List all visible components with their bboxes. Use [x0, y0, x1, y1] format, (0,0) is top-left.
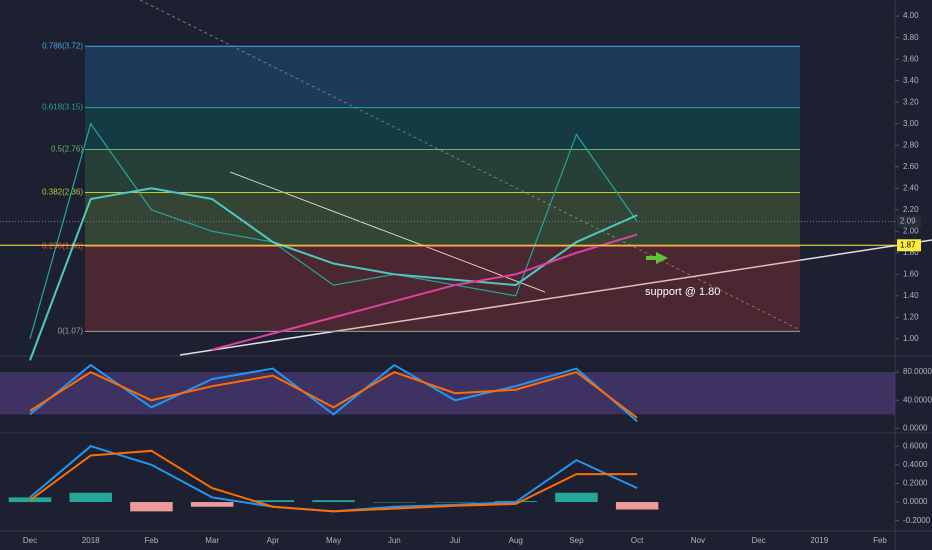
x-tick-label: May: [326, 536, 341, 545]
fib-band: [85, 192, 800, 247]
x-tick-label: Sep: [569, 536, 584, 545]
series-line: [29, 187, 638, 361]
histogram-bar: [190, 502, 234, 507]
x-tick-label: Aug: [509, 536, 523, 545]
fib-label: 0.382(2.36): [42, 188, 83, 197]
x-tick-label: 2018: [82, 536, 100, 545]
price-label-box: [897, 239, 921, 252]
y-tick-label: 2.40: [903, 183, 919, 192]
fib-band: [85, 46, 800, 108]
series-line: [29, 449, 638, 513]
y-tick-label: 2.60: [903, 162, 919, 171]
fib-label: 0.618(3.15): [42, 103, 83, 112]
fib-label: 0.236(1.86): [42, 241, 83, 250]
y-tick-label: 3.40: [903, 76, 919, 85]
fib-label: 0.786(3.72): [42, 41, 83, 50]
y-tick-label: 3.00: [903, 119, 919, 128]
y-tick-label: 3.60: [903, 54, 919, 63]
histogram-bar: [433, 502, 477, 503]
y-tick-label: 2.80: [903, 140, 919, 149]
y-tick-label: 1.60: [903, 269, 919, 278]
y-tick-label: 1.00: [903, 334, 919, 343]
y-tick-label: 0.0000: [903, 424, 928, 433]
x-tick-label: Mar: [205, 536, 219, 545]
price-label: 2.09: [900, 217, 916, 226]
trend-line: [139, 0, 801, 331]
x-tick-label: Feb: [873, 536, 887, 545]
y-tick-label: 1.20: [903, 312, 919, 321]
x-tick-label: Nov: [691, 536, 705, 545]
histogram-bar: [555, 492, 598, 503]
series-line: [29, 122, 638, 340]
y-tick-label: 0.4000: [903, 460, 928, 469]
y-tick-label: 3.20: [903, 97, 919, 106]
x-tick-label: 2019: [810, 536, 828, 545]
fib-label: 0.5(2.76): [51, 145, 83, 154]
fib-band: [85, 149, 800, 193]
y-tick-label: 40.0000: [903, 395, 932, 404]
y-tick-label: 1.40: [903, 291, 919, 300]
x-tick-label: Dec: [751, 536, 765, 545]
y-tick-label: 2.00: [903, 226, 919, 235]
series-line: [29, 370, 638, 419]
price-label: 1.87: [900, 240, 916, 249]
x-tick-label: Apr: [267, 536, 280, 545]
y-tick-label: 3.80: [903, 33, 919, 42]
y-tick-label: 2.20: [903, 205, 919, 214]
price-label-box: [897, 215, 921, 228]
support-line: [179, 239, 932, 356]
x-tick-label: Dec: [23, 536, 37, 545]
histogram-bar: [615, 502, 659, 510]
y-tick-label: 0.2000: [903, 479, 928, 488]
fib-band: [85, 107, 800, 150]
x-tick-label: Oct: [631, 536, 644, 545]
y-tick-label: -0.2000: [903, 516, 931, 525]
series-line: [211, 233, 638, 351]
series-line: [29, 363, 638, 423]
y-tick-label: 0.6000: [903, 441, 928, 450]
histogram-bar: [130, 502, 173, 512]
x-tick-label: Jul: [450, 536, 460, 545]
annotation: support @ 1.80: [645, 286, 720, 298]
y-tick-label: 1.80: [903, 248, 919, 257]
x-tick-label: Jun: [388, 536, 401, 545]
resistance-line: [229, 171, 546, 293]
histogram-bar: [251, 500, 295, 503]
histogram-bar: [312, 500, 355, 503]
y-tick-label: 80.0000: [903, 367, 932, 376]
overbought-band: [0, 372, 895, 415]
histogram-bar: [69, 492, 112, 503]
histogram-bar: [373, 502, 416, 503]
fib-label: 0(1.07): [58, 326, 84, 335]
y-tick-label: 0.0000: [903, 497, 928, 506]
arrow: [646, 252, 668, 264]
y-tick-label: 4.00: [903, 11, 919, 20]
x-tick-label: Feb: [145, 536, 159, 545]
